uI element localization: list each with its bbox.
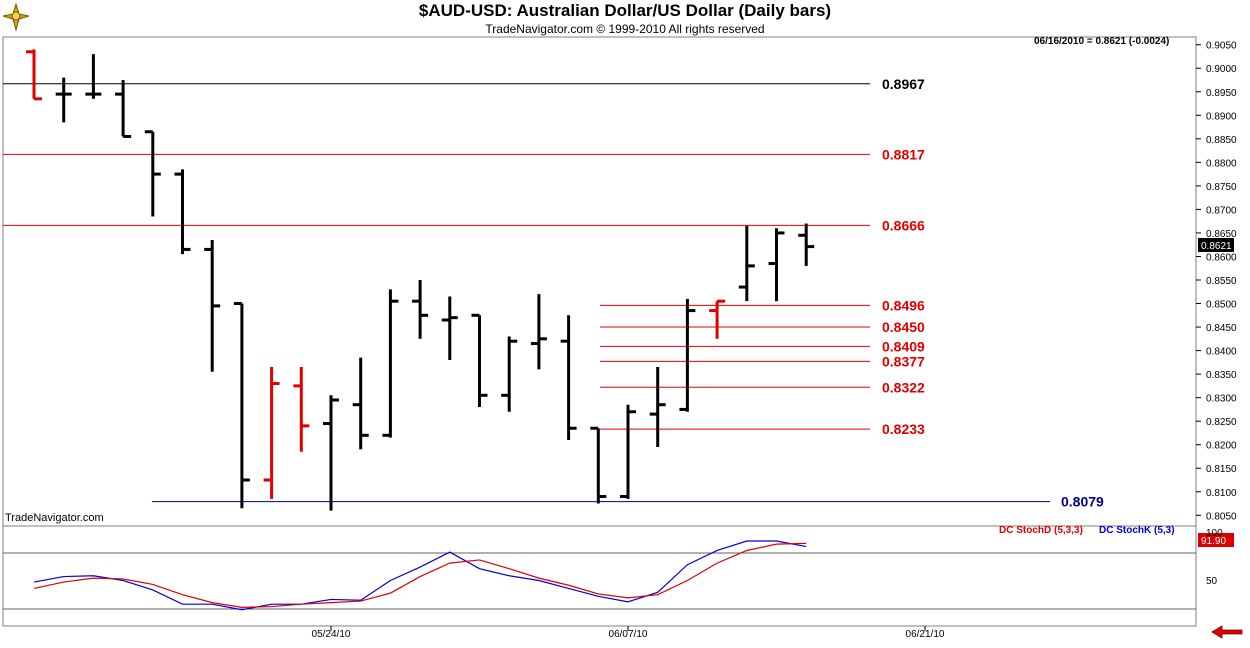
price-tick-label: 0.8750: [1206, 182, 1237, 193]
ohlc-bar: [233, 302, 250, 509]
chart-subtitle: TradeNavigator.com © 1999-2010 All right…: [485, 22, 765, 36]
ohlc-bar: [115, 80, 132, 138]
ohlc-bar: [709, 299, 726, 339]
ohlc-bar: [293, 367, 310, 452]
date-tick-label: 06/21/10: [906, 629, 945, 640]
price-tick-label: 0.8850: [1206, 135, 1237, 146]
ohlc-bar: [768, 228, 785, 302]
ohlc-bar: [649, 367, 666, 448]
ohlc-bar: [26, 49, 42, 101]
price-tick-label: 0.8450: [1206, 323, 1237, 334]
date-tick-label: 05/24/10: [312, 629, 351, 640]
ohlc-bar: [471, 313, 488, 408]
price-tick-label: 0.9050: [1206, 41, 1237, 52]
price-tick-label: 0.8400: [1206, 347, 1237, 358]
ohlc-bar: [590, 426, 607, 504]
ohlc-bar: [85, 54, 102, 99]
scroll-back-arrow-icon[interactable]: [1208, 624, 1248, 641]
level-label: 0.8322: [882, 379, 925, 395]
price-tick-label: 0.8800: [1206, 158, 1237, 169]
watermark: TradeNavigator.com: [5, 512, 104, 524]
date-tick-label: 06/07/10: [609, 629, 648, 640]
level-label: 0.8450: [882, 319, 925, 335]
stoch-axis-50: 50: [1206, 576, 1218, 587]
stoch-k-legend: DC StochK (5,3): [1099, 525, 1175, 536]
stoch-value-badge: [1198, 533, 1234, 547]
ohlc-bar: [144, 130, 161, 217]
price-tick-label: 0.9000: [1206, 64, 1237, 75]
ohlc-bar: [501, 336, 518, 412]
level-label: 0.8079: [1061, 494, 1104, 510]
ohlc-bar: [323, 395, 339, 511]
stochastic-lines: [33, 540, 807, 611]
ohlc-bar: [263, 367, 280, 499]
chart-title: $AUD-USD: Australian Dollar/US Dollar (D…: [418, 1, 832, 20]
price-tick-label: 0.8500: [1206, 300, 1237, 311]
price-readout: 06/16/2010 = 0.8621 (-0.0024): [1034, 36, 1170, 47]
price-tick-label: 0.8100: [1206, 488, 1237, 499]
ohlc-bar: [679, 298, 696, 412]
level-label: 0.8496: [882, 297, 925, 313]
stoch-series-line: [33, 540, 807, 611]
stoch-value-label: 91.90: [1201, 536, 1226, 547]
level-label: 0.8409: [882, 338, 925, 354]
level-lines: 0.89670.88170.86660.84960.84500.84090.83…: [3, 76, 1104, 510]
price-tick-label: 0.8650: [1206, 229, 1237, 240]
ohlc-bar: [412, 280, 429, 339]
ohlc-bar: [441, 296, 458, 360]
stoch-d-legend: DC StochD (5,3,3): [999, 525, 1083, 536]
level-label: 0.8377: [882, 353, 925, 369]
level-label: 0.8233: [882, 421, 925, 437]
level-label: 0.8666: [882, 217, 925, 233]
price-tick-label: 0.8300: [1206, 394, 1237, 405]
price-tick-label: 0.8600: [1206, 252, 1237, 263]
date-axis: 05/24/10 06/07/10 06/21/10: [3, 625, 1196, 640]
ohlc-bar: [174, 169, 191, 255]
stoch-series-line: [33, 542, 807, 608]
price-tick-label: 0.8550: [1206, 276, 1237, 287]
price-tick-label: 0.8700: [1206, 205, 1237, 216]
stoch-panel-frame: [2, 525, 1197, 627]
stoch-axis-100: 100: [1206, 528, 1223, 539]
price-bars: [26, 49, 815, 511]
ohlc-bar: [352, 357, 369, 450]
last-price-label: 0.8621: [1201, 241, 1232, 252]
ohlc-bar: [560, 315, 577, 440]
last-price-badge: [1198, 238, 1234, 252]
ohlc-bar: [620, 404, 636, 499]
price-tick-label: 0.8250: [1206, 417, 1237, 428]
ohlc-bar: [798, 223, 815, 266]
price-axis: 0.9050 0.9000 0.8950 0.8900 0.8850 0.8800 0.87…: [1196, 41, 1237, 522]
tradenavigator-logo-icon: [2, 2, 30, 32]
price-tick-label: 0.8350: [1206, 370, 1237, 381]
level-label: 0.8967: [882, 76, 925, 92]
ohlc-bar: [382, 289, 399, 438]
ohlc-bar: [55, 77, 72, 123]
ohlc-bar: [204, 240, 221, 372]
price-tick-label: 0.8200: [1206, 441, 1237, 452]
price-tick-label: 0.8900: [1206, 111, 1237, 122]
level-label: 0.8817: [882, 146, 925, 162]
price-tick-label: 0.8150: [1206, 464, 1237, 475]
ohlc-bar: [530, 294, 547, 370]
ohlc-bar: [738, 225, 755, 302]
price-tick-label: 0.8950: [1206, 88, 1237, 99]
price-tick-label: 0.8050: [1206, 511, 1237, 522]
